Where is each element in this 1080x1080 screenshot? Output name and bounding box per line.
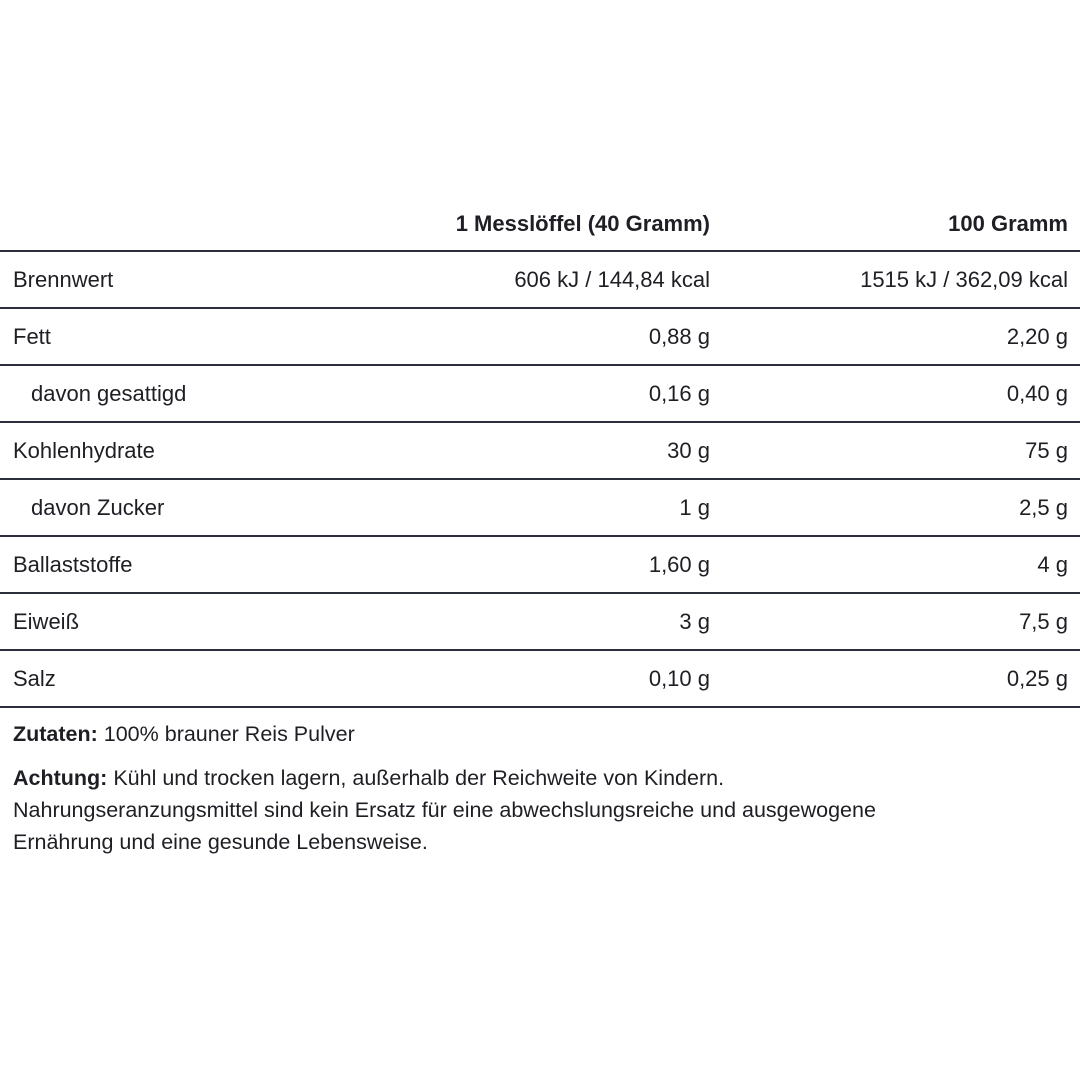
warning-line: Ernährung und eine gesunde Lebensweise.	[13, 830, 428, 854]
table-row: Kohlenhydrate 30 g 75 g	[0, 423, 1080, 480]
per-serving-value: 3 g	[679, 609, 710, 634]
warning-line: Kühl und trocken lagern, außerhalb der R…	[107, 766, 725, 790]
table-row: Salz 0,10 g 0,25 g	[0, 651, 1080, 708]
nutrient-label: Brennwert	[13, 267, 114, 292]
table-row: Brennwert 606 kJ / 144,84 kcal 1515 kJ / 3…	[0, 252, 1080, 309]
per-100g-value: 2,5 g	[1019, 495, 1068, 520]
nutrient-label: Kohlenhydrate	[13, 438, 155, 463]
nutrient-label: Eiweiß	[13, 609, 80, 634]
warning: Achtung: Kühl und trocken lagern, außerh…	[13, 762, 1073, 794]
nutrient-label: Fett	[13, 324, 51, 349]
per-100g-value: 0,25 g	[1006, 666, 1068, 691]
per-serving-value: 1,60 g	[648, 552, 710, 577]
per-100g-value: 1515 kJ / 362,09 kcal	[860, 267, 1068, 292]
table-row: Ballaststoffe 1,60 g 4 g	[0, 537, 1080, 594]
nutrient-label: Salz	[13, 666, 56, 691]
per-serving-value: 30 g	[667, 438, 710, 463]
per-serving-value: 606 kJ / 144,84 kcal	[514, 267, 710, 292]
per-serving-value: 1 g	[679, 495, 710, 520]
per-100g-value: 75 g	[1025, 438, 1068, 463]
per-100g-value: 0,40 g	[1006, 381, 1068, 406]
per-100g-value: 4 g	[1037, 552, 1068, 577]
ingredients: Zutaten: 100% brauner Reis Pulver	[13, 718, 1073, 750]
per-100g-value: 7,5 g	[1019, 609, 1068, 634]
ingredients-text: 100% brauner Reis Pulver	[97, 722, 355, 746]
notes: Zutaten: 100% brauner Reis Pulver Achtun…	[13, 718, 1073, 858]
table-header: 1 Messlöffel (40 Gramm) 100 Gramm	[0, 196, 1080, 252]
header-per-serving: 1 Messlöffel (40 Gramm)	[455, 211, 710, 236]
warning-line: Nahrungseranzungsmittel sind kein Ersatz…	[13, 798, 876, 822]
per-serving-value: 0,16 g	[648, 381, 710, 406]
table-row: davon Zucker 1 g 2,5 g	[0, 480, 1080, 537]
nutrient-label: davon gesattigd	[31, 381, 187, 406]
nutrition-table: 1 Messlöffel (40 Gramm) 100 Gramm Brennw…	[0, 196, 1080, 708]
nutrient-label: davon Zucker	[31, 495, 165, 520]
warning-label: Achtung:	[13, 766, 108, 790]
table-row: davon gesattigd 0,16 g 0,40 g	[0, 366, 1080, 423]
header-per-100g: 100 Gramm	[948, 211, 1068, 236]
ingredients-label: Zutaten:	[13, 722, 98, 746]
table-row: Fett 0,88 g 2,20 g	[0, 309, 1080, 366]
table-row: Eiweiß 3 g 7,5 g	[0, 594, 1080, 651]
per-serving-value: 0,88 g	[648, 324, 710, 349]
per-100g-value: 2,20 g	[1006, 324, 1068, 349]
nutrient-label: Ballaststoffe	[13, 552, 133, 577]
per-serving-value: 0,10 g	[648, 666, 710, 691]
